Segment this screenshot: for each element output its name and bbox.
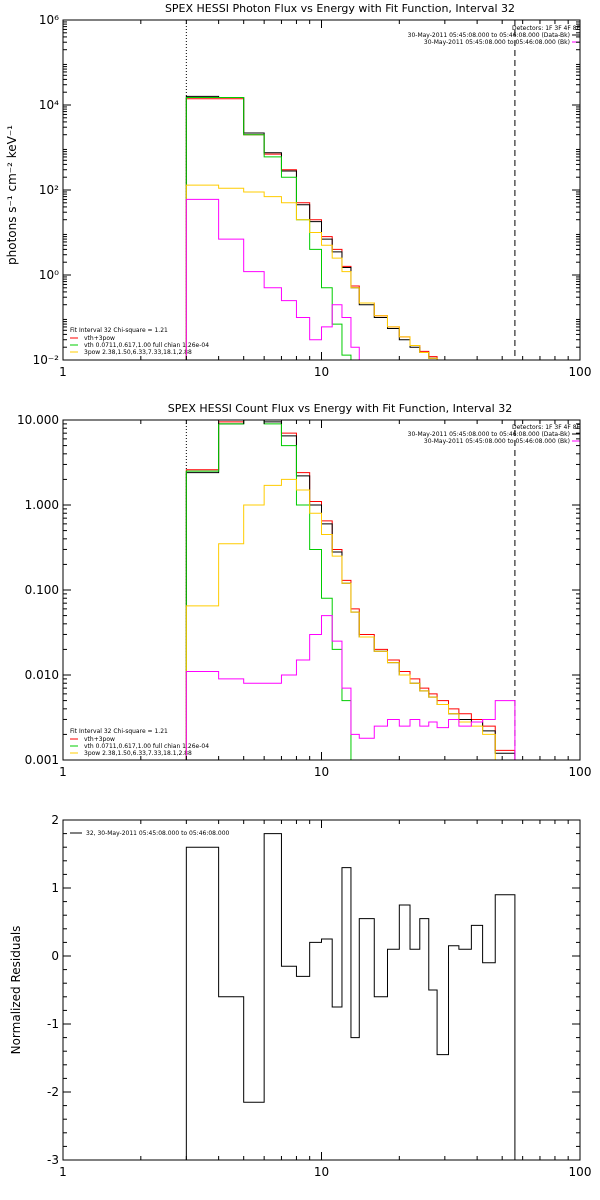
- count-flux-panel: SPEX HESSI Count Flux vs Energy with Fit…: [17, 402, 592, 779]
- y-tick-label: 10⁴: [39, 98, 59, 112]
- legend-item: 30-May-2011 05:45:08.000 to 05:46:08.000…: [408, 431, 570, 438]
- detectors-label: Detectors: 1F 3F 4F 8F: [512, 25, 581, 32]
- y-tick-label: -3: [47, 1153, 59, 1167]
- y-tick-label: 1: [51, 881, 59, 895]
- x-tick-label: 100: [569, 765, 592, 779]
- y-tick-label: 0: [51, 949, 59, 963]
- plot-frame: [62, 19, 581, 361]
- fit-interval-label: Fit Interval 32 Chi-square = 1.21: [70, 327, 168, 334]
- legend-item: 30-May-2011 05:45:08.000 to 05:46:08.000…: [424, 39, 570, 46]
- y-tick-label: 2: [51, 813, 59, 827]
- y-tick-label: 0.001: [25, 753, 59, 767]
- photon-flux-panel: SPEX HESSI Photon Flux vs Energy with Fi…: [5, 2, 592, 379]
- y-tick-label: 0.010: [25, 668, 59, 682]
- plot-frame: [62, 819, 581, 1161]
- y-axis-label: Normalized Residuals: [9, 926, 23, 1055]
- legend-item: vth+3pow: [84, 335, 115, 342]
- fit-interval-label: Fit Interval 32 Chi-square = 1.21: [70, 728, 168, 735]
- x-tick-label: 100: [569, 1165, 592, 1179]
- x-tick-label: 1: [59, 365, 67, 379]
- legend-right: Detectors: 1F 3F 4F 8F 30-May-2011 05:45…: [408, 25, 581, 46]
- legend-item: vth 0.0711,0.617,1.00 full chian 1.26e-0…: [84, 743, 209, 750]
- y-tick-label: 10⁻²: [33, 353, 60, 367]
- y-tick-label: 1.000: [25, 498, 59, 512]
- legend-item: 32, 30-May-2011 05:45:08.000 to 05:46:08…: [86, 830, 230, 837]
- series-group: [185, 95, 438, 360]
- legend-item: 3pow 2.38,1.50,6.33,7.33,18.1,2.88: [84, 349, 192, 356]
- x-tick-label: 10: [314, 365, 329, 379]
- y-tick-label: 10⁶: [39, 13, 59, 27]
- y-tick-label: 10²: [39, 183, 59, 197]
- legend-left: Fit Interval 32 Chi-square = 1.21 vth+3p…: [70, 728, 209, 757]
- x-tick-label: 100: [569, 365, 592, 379]
- residuals-panel: Normalized Residuals 32, 30-May-2011 05:…: [9, 813, 592, 1179]
- legend-item: vth+3pow: [84, 736, 115, 743]
- x-tick-label: 1: [59, 1165, 67, 1179]
- series-line-residuals: [185, 833, 516, 1160]
- detectors-label: Detectors: 1F 3F 4F 8F: [512, 424, 581, 431]
- x-tick-label: 1: [59, 765, 67, 779]
- legend-item: 30-May-2011 05:45:08.000 to 05:46:08.000…: [408, 32, 570, 39]
- x-tick-label: 10: [314, 1165, 329, 1179]
- series-line-data-bk: [185, 95, 438, 360]
- x-tick-label: 10: [314, 765, 329, 779]
- y-tick-label: 10⁰: [39, 268, 59, 282]
- legend-right: Detectors: 1F 3F 4F 8F 30-May-2011 05:45…: [408, 424, 581, 445]
- series-line-vth: [185, 97, 352, 360]
- series-group: [185, 420, 516, 760]
- y-tick-label: 0.100: [25, 583, 59, 597]
- legend-item: 3pow 2.38,1.50,6.33,7.33,18.1,2.88: [84, 750, 192, 757]
- legend-item: vth 0.0711,0.617,1.00 full chian 1.26e-0…: [84, 342, 209, 349]
- series-line-3pow: [185, 184, 438, 360]
- legend-item: 30-May-2011 05:45:08.000 to 05:46:08.000…: [424, 438, 570, 445]
- panel-title: SPEX HESSI Photon Flux vs Energy with Fi…: [165, 2, 515, 15]
- y-tick-label: 10.000: [17, 413, 59, 427]
- series-group: [185, 833, 516, 1160]
- y-tick-label: -2: [47, 1085, 59, 1099]
- y-tick-label: -1: [47, 1017, 59, 1031]
- series-line-bk: [185, 615, 516, 760]
- series-line-bk: [185, 198, 360, 360]
- panel-title: SPEX HESSI Count Flux vs Energy with Fit…: [168, 402, 512, 415]
- legend-left: Fit Interval 32 Chi-square = 1.21 vth+3p…: [70, 327, 209, 356]
- y-axis-label: photons s⁻¹ cm⁻² keV⁻¹: [5, 125, 19, 265]
